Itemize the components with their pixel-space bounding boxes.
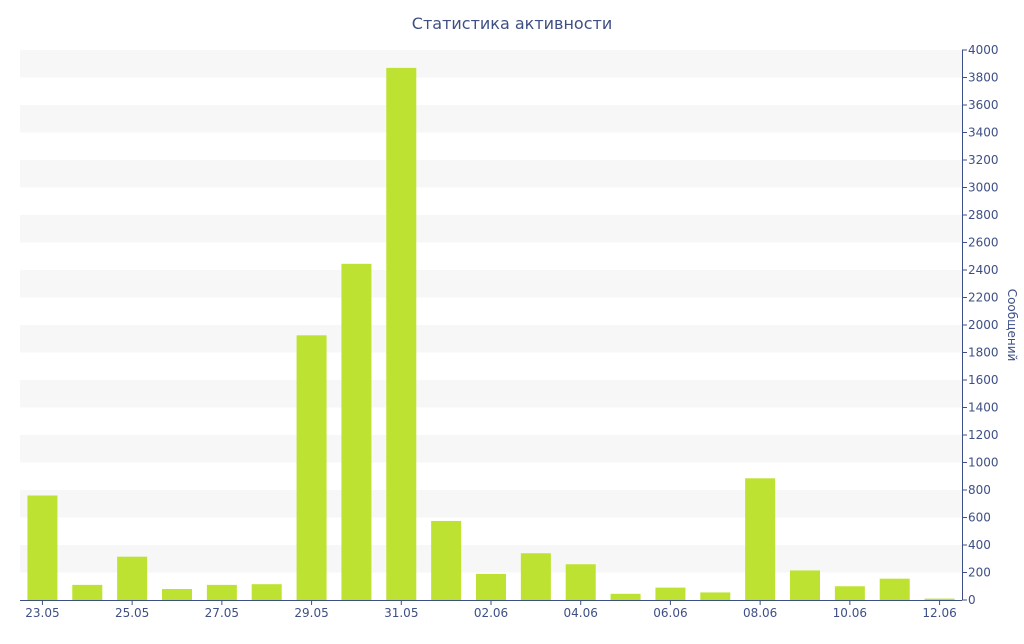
bar-23.05 bbox=[27, 495, 58, 600]
bar-12.06 bbox=[924, 598, 955, 600]
bar-31.05 bbox=[386, 67, 417, 600]
y-tick-label: 2800 bbox=[968, 208, 999, 222]
x-tick-label: 27.05 bbox=[205, 606, 239, 620]
bar-05.06 bbox=[610, 593, 641, 600]
x-tick-label: 06.06 bbox=[653, 606, 687, 620]
chart-title: Статистика активности bbox=[411, 14, 613, 33]
grid-band bbox=[20, 380, 962, 408]
grid-bands bbox=[20, 50, 962, 573]
grid-band bbox=[20, 160, 962, 188]
bar-06.06 bbox=[655, 587, 686, 600]
bar-01.06 bbox=[431, 520, 462, 600]
bars bbox=[27, 67, 955, 600]
y-tick-label: 1800 bbox=[968, 346, 999, 360]
grid-band bbox=[20, 545, 962, 573]
bar-07.06 bbox=[700, 592, 731, 600]
x-axis: 23.05 25.05 27.05 29.05 31.05 02.06 04.06 06.06… bbox=[20, 600, 962, 620]
bar-24.05 bbox=[72, 584, 103, 600]
y-tick-label: 2000 bbox=[968, 318, 999, 332]
y-axis-label: Сообщений bbox=[1005, 289, 1019, 362]
x-tick-label: 02.06 bbox=[474, 606, 508, 620]
y-tick-label: 3000 bbox=[968, 181, 999, 195]
y-tick-label: 1000 bbox=[968, 456, 999, 470]
y-tick-label: 200 bbox=[968, 566, 991, 580]
y-tick-label: 3200 bbox=[968, 153, 999, 167]
y-tick-label: 1400 bbox=[968, 401, 999, 415]
x-tick-label: 04.06 bbox=[564, 606, 598, 620]
x-tick-label: 08.06 bbox=[743, 606, 777, 620]
y-tick-label: 4000 bbox=[968, 43, 999, 57]
y-tick-label: 2600 bbox=[968, 236, 999, 250]
grid-band bbox=[20, 50, 962, 78]
y-tick-label: 3400 bbox=[968, 126, 999, 140]
y-tick-label: 0 bbox=[968, 593, 976, 607]
x-tick-label: 29.05 bbox=[294, 606, 328, 620]
bar-26.05 bbox=[162, 589, 192, 600]
bar-04.06 bbox=[565, 564, 596, 600]
grid-band bbox=[20, 105, 962, 133]
bar-27.05 bbox=[206, 584, 237, 600]
grid-band bbox=[20, 270, 962, 298]
grid-band bbox=[20, 215, 962, 243]
y-tick-label: 400 bbox=[968, 538, 991, 552]
y-tick-label: 600 bbox=[968, 511, 991, 525]
x-tick-label: 10.06 bbox=[833, 606, 867, 620]
y-tick-label: 800 bbox=[968, 483, 991, 497]
bar-03.06 bbox=[520, 553, 551, 600]
bar-11.06 bbox=[879, 578, 910, 600]
bar-30.05 bbox=[341, 263, 372, 600]
bar-10.06 bbox=[834, 586, 865, 600]
y-tick-label: 2200 bbox=[968, 291, 999, 305]
y-axis: 0 200 400 600 800 1000 1200 1400 1600 1800 2000 220… bbox=[962, 43, 999, 607]
bar-09.06 bbox=[790, 570, 820, 600]
bar-28.05 bbox=[251, 584, 282, 600]
bar-25.05 bbox=[117, 556, 148, 600]
y-tick-label: 3600 bbox=[968, 98, 999, 112]
y-tick-label: 3800 bbox=[968, 71, 999, 85]
grid-band bbox=[20, 435, 962, 463]
grid-band bbox=[20, 490, 962, 518]
bar-29.05 bbox=[296, 335, 327, 600]
bar-02.06 bbox=[476, 573, 506, 600]
x-tick-label: 12.06 bbox=[922, 606, 956, 620]
x-tick-label: 31.05 bbox=[384, 606, 418, 620]
x-tick-label: 25.05 bbox=[115, 606, 149, 620]
grid-band bbox=[20, 325, 962, 353]
y-tick-label: 1600 bbox=[968, 373, 999, 387]
x-tick-label: 23.05 bbox=[25, 606, 59, 620]
bar-08.06 bbox=[745, 478, 776, 600]
y-tick-label: 1200 bbox=[968, 428, 999, 442]
y-tick-label: 2400 bbox=[968, 263, 999, 277]
